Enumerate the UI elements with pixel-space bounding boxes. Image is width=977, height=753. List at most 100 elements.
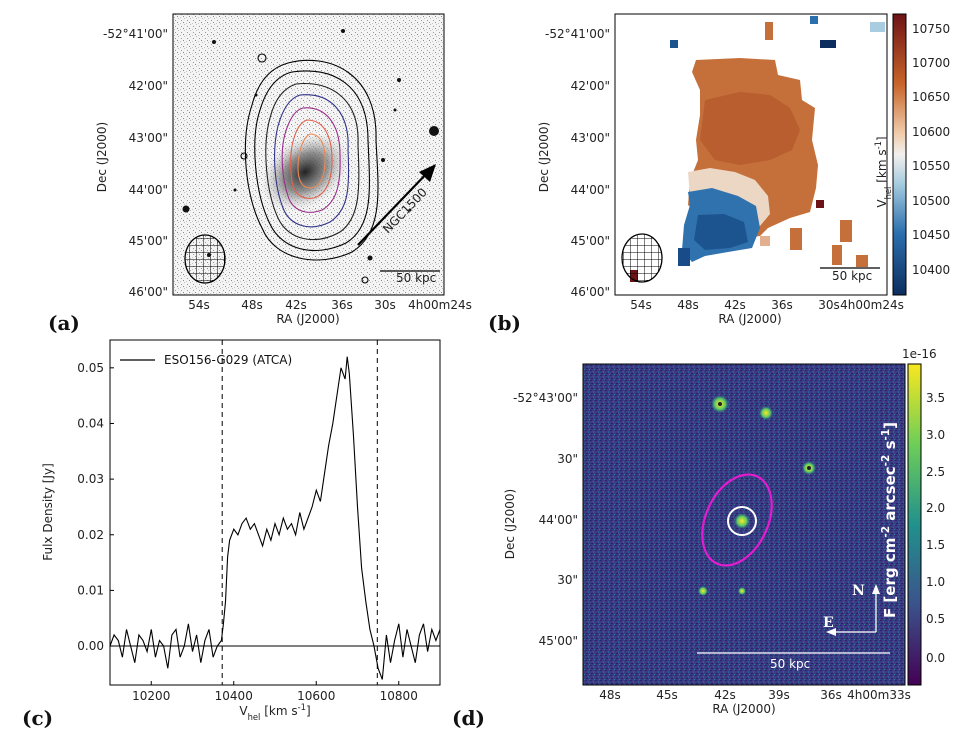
panel-d-xtick: 42s <box>714 688 736 702</box>
panel-d-yticks: -52°43'00" 30" 44'00" 30" 45'00" <box>513 391 578 648</box>
panel-c-ytick: 0.00 <box>77 639 104 653</box>
panel-c-xtick: 10800 <box>380 689 418 703</box>
panel-c-ytick: 0.02 <box>77 528 104 542</box>
panel-b-xtick: 4h00m24s <box>840 298 904 312</box>
panel-b-ytick: 44'00" <box>571 183 610 197</box>
panel-d-colorbar-offset: 1e-16 <box>902 347 937 361</box>
panel-d-xtick: 39s <box>768 688 790 702</box>
panel-a-contours <box>240 53 379 284</box>
panel-d-xlabel: RA (J2000) <box>712 702 775 716</box>
panel-b-xtick: 30s <box>818 298 840 312</box>
panel-b-ylabel: Dec (J2000) <box>537 122 551 192</box>
panel-b-colorbar-tick: 10500 <box>912 194 950 208</box>
panel-c-ticks: 10200 10400 10600 10800 0.00 0.01 0.02 0.03 0.04… <box>77 361 418 703</box>
panel-a-ytick: 43'00" <box>129 131 168 145</box>
panel-c-ytick: 0.03 <box>77 472 104 486</box>
panel-a-ytick: -52°41'00" <box>103 27 168 41</box>
panel-b-ytick: 45'00" <box>571 234 610 248</box>
panel-d-xtick: 45s <box>656 688 678 702</box>
panel-a-ytick: 44'00" <box>129 183 168 197</box>
panel-c-ytick: 0.01 <box>77 583 104 597</box>
panel-d-scalebar-label: 50 kpc <box>770 657 810 671</box>
compass-east-label: E <box>823 615 834 631</box>
panel-b-colorbar-label: Vhel [km s-1] <box>873 136 893 207</box>
panel-d-colorbar <box>907 363 922 686</box>
panel-c-xtick: 10600 <box>297 689 335 703</box>
panel-d-ytick: 45'00" <box>539 634 578 648</box>
panel-d: N E 50 kpc F [erg cm-2 arcsec-2 s-1] 1e-… <box>452 347 945 730</box>
panel-a-yticks: -52°41'00" 42'00" 43'00" 44'00" 45'00" 4… <box>103 27 168 299</box>
panel-b-xtick: 48s <box>677 298 699 312</box>
panel-b-yticks: -52°41'00" 42'00" 43'00" 44'00" 45'00" 4… <box>545 27 610 299</box>
panel-b-label: (b) <box>488 311 521 335</box>
panel-d-label: (d) <box>452 706 485 730</box>
panel-d-colorbar-tick: 1.0 <box>926 575 945 589</box>
panel-b-ytick: 43'00" <box>571 131 610 145</box>
panel-b-colorbar-ticks: 10750 10700 10650 10600 10550 10500 1045… <box>912 22 950 277</box>
panel-d-colorbar-tick: 3.5 <box>926 391 945 405</box>
panel-c-label: (c) <box>22 706 53 730</box>
panel-b-xticks: 54s 48s 42s 36s 30s 4h00m24s <box>630 298 904 312</box>
panel-d-colorbar-tick: 3.0 <box>926 428 945 442</box>
panel-d-xtick: 36s <box>820 688 842 702</box>
panel-c-ytick: 0.05 <box>77 361 104 375</box>
panel-b-colorbar <box>892 13 907 296</box>
panel-a-ytick: 42'00" <box>129 79 168 93</box>
panel-a-xtick: 30s <box>374 298 396 312</box>
panel-a-xtick: 54s <box>188 298 210 312</box>
panel-a-stars <box>182 29 439 261</box>
panel-d-colorbar-tick: 0.0 <box>926 651 945 665</box>
panel-a-ytick: 45'00" <box>129 234 168 248</box>
panel-d-inner-aperture <box>727 506 757 536</box>
panel-c-xtick: 10200 <box>132 689 170 703</box>
panel-c-ylabel: Fulx Density [Jy] <box>41 463 55 561</box>
panel-a-xticks: 54s 48s 42s 36s 30s 4h00m24s <box>188 298 472 312</box>
panel-b-xtick: 42s <box>724 298 746 312</box>
panel-a: NGC1500 50 kpc 54s 48s 42s 36s 30s 4h00m… <box>48 13 472 335</box>
panel-a-xtick: 4h00m24s <box>408 298 472 312</box>
panel-d-ytick: 44'00" <box>539 513 578 527</box>
panel-b-xlabel: RA (J2000) <box>718 312 781 326</box>
panel-d-xtick: 4h00m33s <box>847 688 911 702</box>
panel-a-scalebar-label: 50 kpc <box>396 271 436 285</box>
panel-c-axes <box>109 339 441 686</box>
panel-a-xlabel: RA (J2000) <box>276 312 339 326</box>
panel-d-scalebar: 50 kpc <box>697 652 890 671</box>
panel-a-beam <box>184 234 226 284</box>
panel-b-colorbar-tick: 10600 <box>912 125 950 139</box>
panel-b-colorbar-tick: 10550 <box>912 159 950 173</box>
panel-c-xlabel: Vhel [km s-1] <box>239 702 310 722</box>
panel-d-colorbar-tick: 2.0 <box>926 501 945 515</box>
panel-d-xticks: 48s 45s 42s 39s 36s 4h00m33s <box>599 688 911 702</box>
panel-a-xtick: 42s <box>285 298 307 312</box>
panel-c-spectrum-line <box>109 356 441 680</box>
panel-b-beam <box>621 233 663 283</box>
panel-b-scalebar: 50 kpc <box>820 267 880 283</box>
panel-d-outer-aperture <box>701 473 773 567</box>
compass-north-label: N <box>852 583 865 599</box>
panel-b-ytick: 42'00" <box>571 79 610 93</box>
panel-b-colorbar-tick: 10650 <box>912 90 950 104</box>
panel-d-colorbar-tick: 2.5 <box>926 465 945 479</box>
panel-c: 10200 10400 10600 10800 0.00 0.01 0.02 0.03 0.04… <box>22 339 441 730</box>
panel-b-ytick: -52°41'00" <box>545 27 610 41</box>
panel-d-xtick: 48s <box>599 688 621 702</box>
panel-c-legend: ESO156-G029 (ATCA) <box>120 353 292 367</box>
panel-b-xtick: 36s <box>771 298 793 312</box>
panel-b-colorbar-tick: 10700 <box>912 56 950 70</box>
panel-c-legend-label: ESO156-G029 (ATCA) <box>164 353 292 367</box>
panel-a-ylabel: Dec (J2000) <box>95 122 109 192</box>
panel-d-colorbar-tick: 0.5 <box>926 612 945 626</box>
panel-b-colorbar-tick: 10750 <box>912 22 950 36</box>
panel-b-velocity-map <box>630 16 885 282</box>
panel-b-ytick: 46'00" <box>571 285 610 299</box>
panel-a-xtick: 36s <box>331 298 353 312</box>
panel-d-ylabel: Dec (J2000) <box>503 489 517 559</box>
panel-a-label: (a) <box>48 311 80 335</box>
panel-a-scalebar: 50 kpc <box>380 270 440 285</box>
panel-d-colorbar-ticks: 3.5 3.0 2.5 2.0 1.5 1.0 0.5 0.0 <box>926 391 945 665</box>
panel-b-colorbar-tick: 10450 <box>912 228 950 242</box>
panel-c-xtick: 10400 <box>215 689 253 703</box>
panel-d-ytick: 30" <box>557 452 578 466</box>
